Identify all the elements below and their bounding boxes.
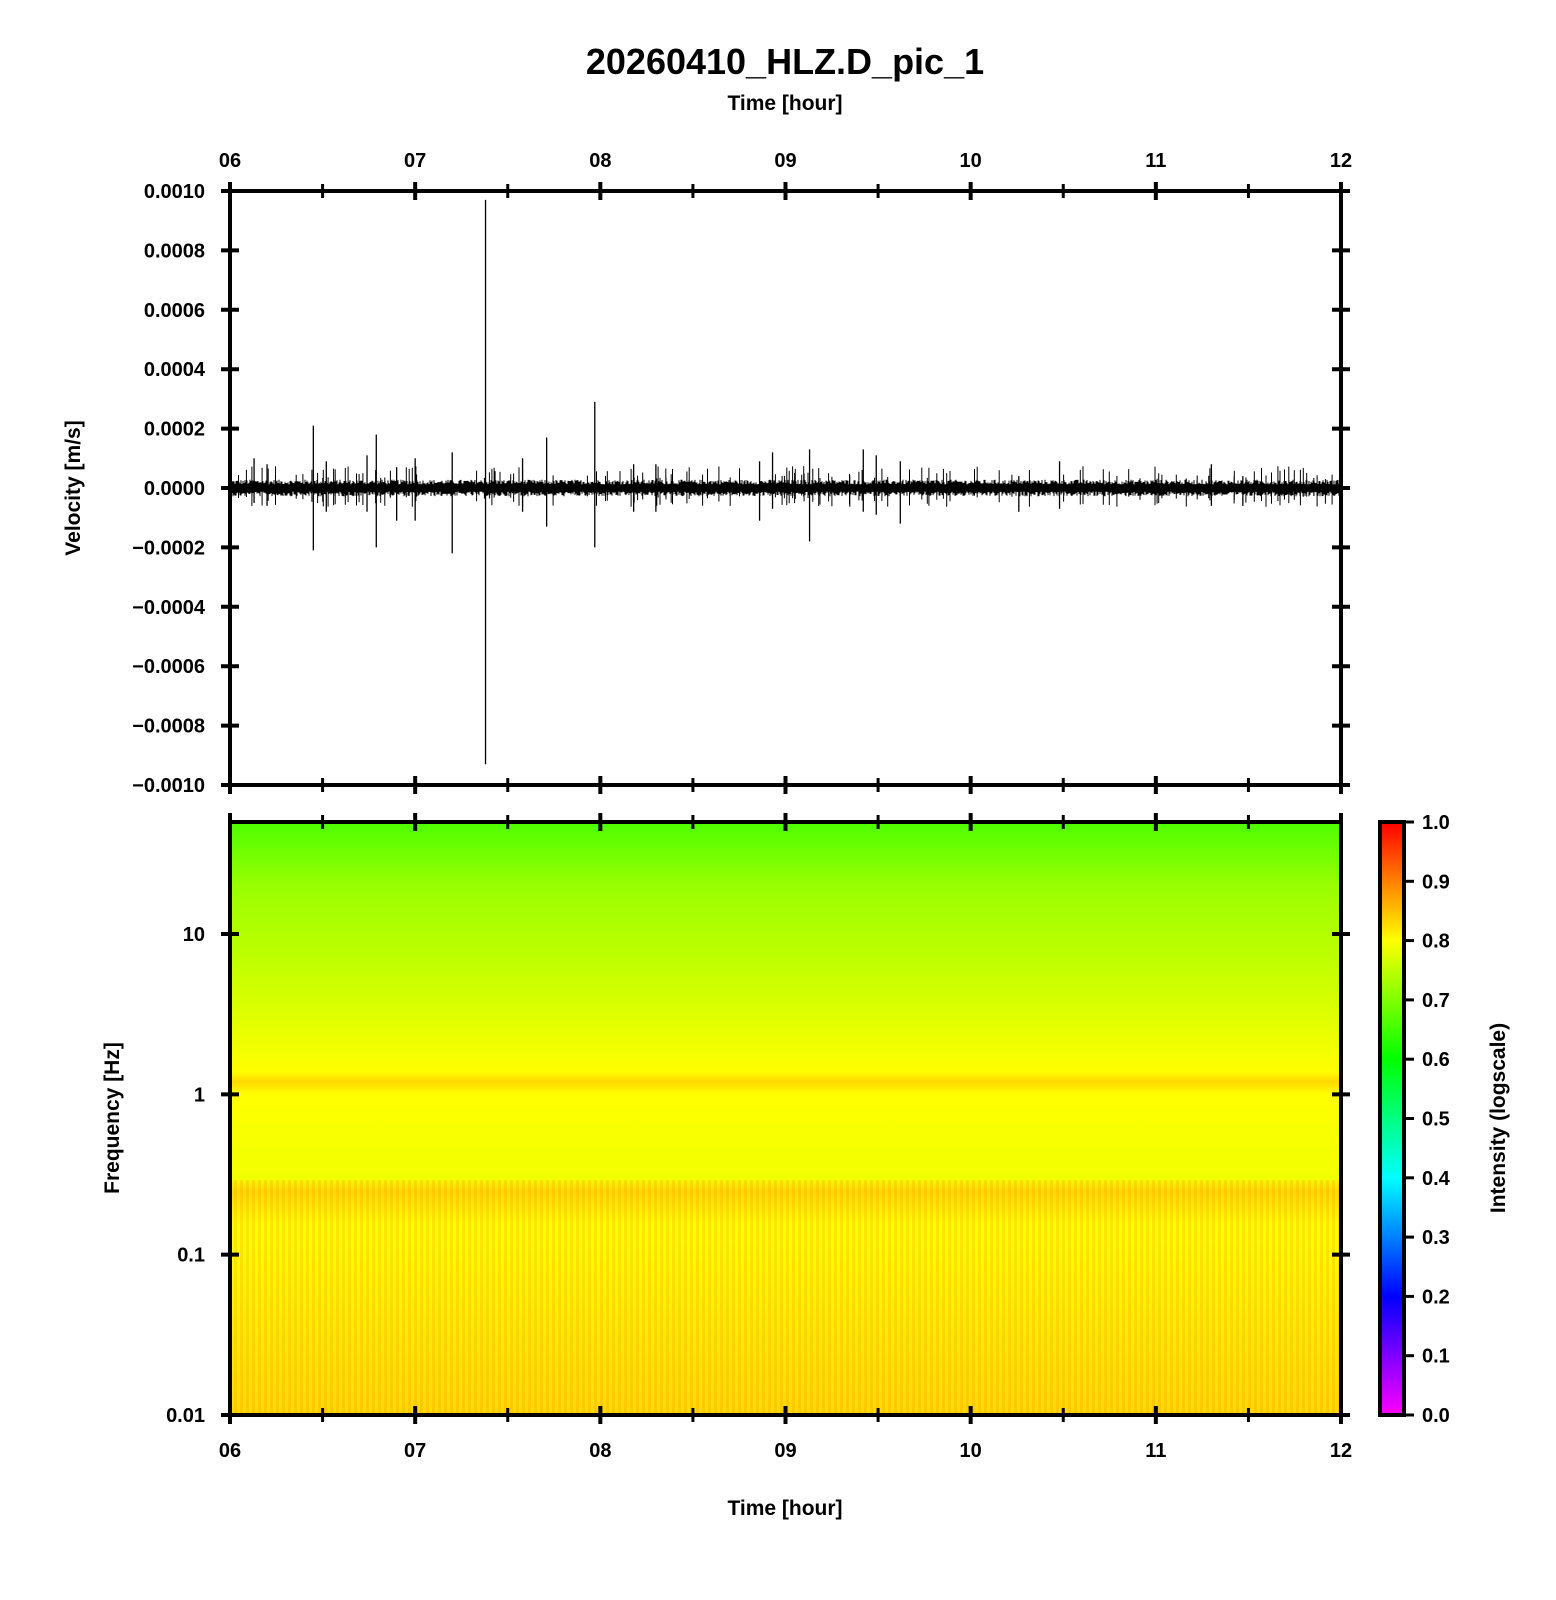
velocity-tick-label: −0.0002 bbox=[132, 537, 205, 559]
colorbar-tick-label: 0.8 bbox=[1422, 931, 1450, 953]
top-x-tick-label: 10 bbox=[960, 150, 982, 172]
frequency-tick-label: 10 bbox=[183, 924, 205, 946]
colorbar-tick-label: 0.3 bbox=[1422, 1227, 1450, 1249]
bottom-x-tick-label: 09 bbox=[774, 1440, 796, 1462]
bottom-x-tick-label: 11 bbox=[1145, 1440, 1166, 1462]
colorbar-gradient bbox=[1378, 820, 1406, 1417]
bottom-x-tick-label: 08 bbox=[589, 1440, 611, 1462]
velocity-tick-label: −0.0006 bbox=[132, 656, 205, 678]
frequency-tick-label: 1 bbox=[194, 1084, 205, 1106]
waveform-y-ticks: 0.0010 0.0008 0.0006 0.0004 0.0002 0.0000 −0.0… bbox=[132, 181, 1350, 797]
colorbar-tick-label: 0.5 bbox=[1422, 1109, 1450, 1131]
colorbar-tick-label: 0.0 bbox=[1422, 1405, 1450, 1427]
velocity-tick-label: −0.0008 bbox=[132, 716, 205, 738]
waveform-noise-band bbox=[231, 479, 1340, 497]
spectrogram-texture bbox=[230, 1180, 1341, 1415]
bottom-x-tick-label: 12 bbox=[1330, 1440, 1352, 1462]
bottom-x-tick-label: 10 bbox=[960, 1440, 982, 1462]
colorbar: 1.0 0.9 0.8 0.7 0.6 0.5 0.4 0.3 0.2 0.1 0.0 Intens… bbox=[1378, 812, 1510, 1427]
spectrogram-panel: 06 07 08 09 10 11 12 10 1 0.1 0.01 Frequency [Hz]… bbox=[101, 813, 1352, 1520]
bottom-x-tick-label: 07 bbox=[404, 1440, 426, 1462]
colorbar-ticks: 1.0 0.9 0.8 0.7 0.6 0.5 0.4 0.3 0.2 0.1 0.0 bbox=[1402, 812, 1451, 1427]
velocity-tick-label: 0.0002 bbox=[144, 419, 205, 441]
spectrogram-y-ticks: 10 1 0.1 0.01 bbox=[166, 924, 1350, 1427]
top-x-tick-label: 08 bbox=[589, 150, 611, 172]
waveform-top-x-ticks: 06 07 08 09 10 11 12 bbox=[219, 150, 1352, 200]
chart-title: 20260410_HLZ.D_pic_1 bbox=[586, 41, 984, 82]
bottom-x-tick-label: 06 bbox=[219, 1440, 241, 1462]
frequency-tick-label: 0.01 bbox=[166, 1405, 205, 1427]
waveform-bottom-x-ticks bbox=[228, 776, 1343, 794]
colorbar-tick-label: 0.4 bbox=[1422, 1168, 1451, 1190]
velocity-tick-label: 0.0006 bbox=[144, 300, 205, 322]
velocity-tick-label: 0.0008 bbox=[144, 240, 205, 262]
top-x-axis-label: Time [hour] bbox=[727, 92, 842, 115]
top-x-tick-label: 09 bbox=[774, 150, 796, 172]
colorbar-tick-label: 0.9 bbox=[1422, 871, 1450, 893]
time-axis-label: Time [hour] bbox=[727, 1497, 842, 1520]
velocity-tick-label: −0.0010 bbox=[132, 775, 205, 797]
waveform-panel: 06 07 08 09 10 11 12 0.00100.00080.00060.00040… bbox=[62, 150, 1352, 797]
colorbar-tick-label: 0.6 bbox=[1422, 1049, 1450, 1071]
velocity-tick-label: 0.0004 bbox=[144, 359, 206, 381]
spectrogram-x-ticks: 06 07 08 09 10 11 12 bbox=[219, 813, 1352, 1462]
top-x-tick-label: 12 bbox=[1330, 150, 1352, 172]
velocity-tick-label: 0.0000 bbox=[144, 478, 205, 500]
colorbar-tick-label: 0.7 bbox=[1422, 990, 1450, 1012]
colorbar-tick-label: 0.1 bbox=[1422, 1346, 1450, 1368]
colorbar-tick-label: 0.2 bbox=[1422, 1286, 1450, 1308]
colorbar-label: Intensity (logscale) bbox=[1487, 1023, 1510, 1213]
colorbar-tick-label: 1.0 bbox=[1422, 812, 1450, 834]
frequency-tick-label: 0.1 bbox=[177, 1245, 205, 1267]
velocity-axis-label: Velocity [m/s] bbox=[62, 420, 85, 555]
top-x-tick-label: 11 bbox=[1145, 150, 1166, 172]
top-x-tick-label: 07 bbox=[404, 150, 426, 172]
velocity-tick-label: 0.0010 bbox=[144, 181, 205, 203]
waveform-trace-group bbox=[231, 199, 1340, 765]
top-x-tick-label: 06 bbox=[219, 150, 241, 172]
frequency-axis-label: Frequency [Hz] bbox=[101, 1042, 124, 1194]
velocity-tick-label: −0.0004 bbox=[132, 597, 206, 619]
